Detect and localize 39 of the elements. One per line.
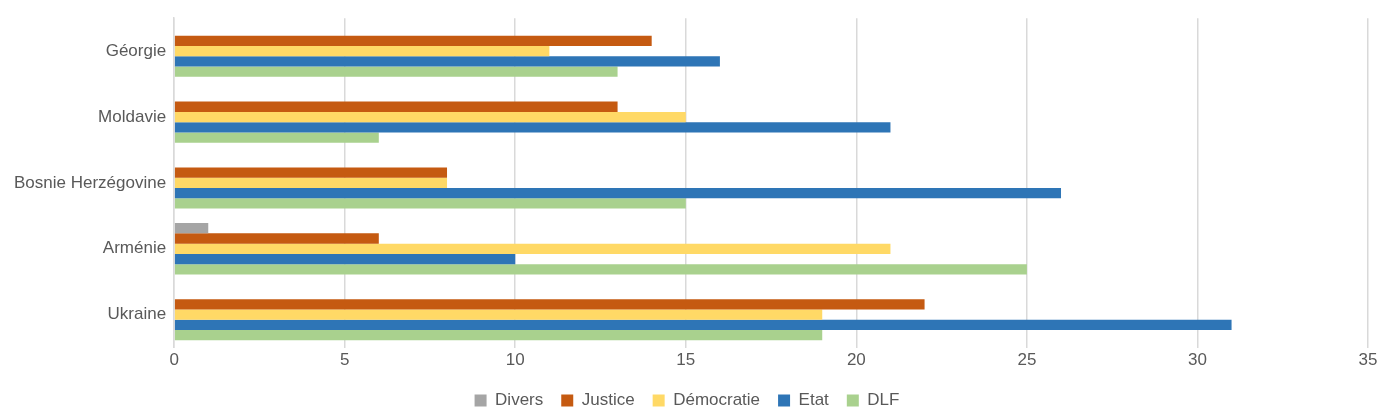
x-tick-label: 15 xyxy=(676,350,696,370)
bar xyxy=(174,177,448,189)
bar xyxy=(174,167,448,178)
bar xyxy=(174,223,209,234)
x-tick-label: 5 xyxy=(339,350,350,370)
legend-label: Justice xyxy=(581,390,635,410)
legend-label: Etat xyxy=(798,390,830,410)
bar xyxy=(174,101,618,112)
x-tick-label: 20 xyxy=(846,350,866,370)
bar xyxy=(174,243,891,254)
bar xyxy=(174,299,925,310)
legend-label: DLF xyxy=(867,390,900,410)
bar xyxy=(174,132,379,143)
bar xyxy=(174,309,823,320)
legend-label: Démocratie xyxy=(673,390,761,410)
bar xyxy=(174,66,618,77)
y-tick-label: Géorgie xyxy=(105,40,167,60)
bar xyxy=(174,264,1027,275)
bar xyxy=(174,253,516,265)
y-tick-label: Bosnie Herzégovine xyxy=(13,172,167,192)
x-tick-label: 25 xyxy=(1017,350,1037,370)
bar xyxy=(174,188,1062,199)
x-tick-label: 35 xyxy=(1358,350,1378,370)
y-tick-label: Moldavie xyxy=(98,106,167,126)
bar xyxy=(174,111,686,123)
bar xyxy=(174,35,652,46)
y-tick-label: Arménie xyxy=(102,238,167,258)
bar xyxy=(174,198,686,209)
y-tick-label: Ukraine xyxy=(107,304,167,324)
bar xyxy=(174,122,891,133)
legend-label: Divers xyxy=(495,390,544,410)
x-tick-label: 30 xyxy=(1187,350,1207,370)
bar xyxy=(174,233,379,244)
bar xyxy=(174,56,720,67)
bar xyxy=(174,330,823,341)
bar xyxy=(174,319,1232,331)
x-tick-label: 0 xyxy=(169,350,179,370)
x-tick-label: 10 xyxy=(505,350,525,370)
bar xyxy=(174,46,550,57)
